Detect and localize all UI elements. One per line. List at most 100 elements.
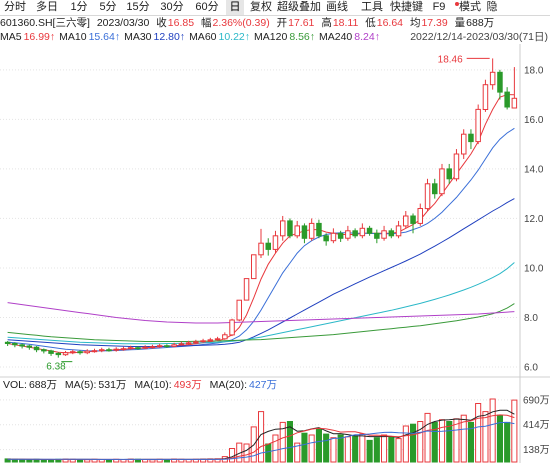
- candle-body: [482, 84, 489, 110]
- vol-legend-value: 531万: [98, 379, 126, 391]
- candle-body: [106, 349, 112, 352]
- candle-body: [149, 346, 156, 349]
- tab-daily[interactable]: 日: [226, 0, 244, 15]
- super-overlay-button[interactable]: 超级叠加: [277, 1, 321, 13]
- close-value: 16.85: [167, 17, 195, 29]
- candle-body: [337, 232, 344, 239]
- tab-multi-day[interactable]: 多日: [36, 1, 58, 13]
- candle-body: [323, 235, 329, 242]
- candle-body: [453, 153, 460, 180]
- tab-60min[interactable]: 60分: [195, 1, 219, 13]
- candle-body: [461, 133, 467, 155]
- candle-body: [4, 341, 11, 344]
- volume-bar: [381, 434, 388, 463]
- candle-body: [178, 343, 185, 346]
- candle-body: [301, 225, 308, 239]
- price-tick-label: 18.0: [524, 65, 544, 76]
- candle-body: [403, 215, 409, 227]
- candle-body: [236, 299, 242, 321]
- volume-bar: [26, 459, 33, 463]
- high-price-label: 18.46: [438, 54, 463, 65]
- volume-bar: [337, 434, 344, 463]
- ma-line-ma30: [7, 198, 515, 347]
- candle-body: [200, 340, 206, 343]
- tab-1min[interactable]: 1分: [70, 1, 88, 13]
- mode-button[interactable]: 模式: [459, 1, 481, 13]
- candle-body: [91, 350, 98, 353]
- candle-body: [280, 220, 286, 237]
- volume-bar: [315, 428, 322, 463]
- volume-ma-line-ma20: [7, 421, 515, 460]
- quote-summary: 601360.SH[三六零] 2023/03/30 收16.85 幅2.36%(…: [0, 16, 498, 30]
- kline-chart-area[interactable]: 6.0 8.0 10.0 12.0 14.0 16.0 18.0 18.46 6.38 VOL: 6…: [0, 44, 550, 463]
- price-tick-label: 16.0: [524, 115, 544, 126]
- f9-button[interactable]: F9: [432, 1, 446, 13]
- vol-legend-value: 493万: [174, 379, 202, 391]
- tab-fenshi[interactable]: 分时: [4, 1, 26, 13]
- volume-value: 688万: [466, 17, 495, 29]
- volume-bar: [511, 399, 518, 463]
- candle-body: [120, 348, 127, 351]
- candle-body: [243, 278, 250, 301]
- candle-body: [410, 215, 416, 224]
- volume-bar: [84, 459, 91, 463]
- draw-line-button[interactable]: 画线: [326, 1, 348, 13]
- candle-body: [113, 348, 119, 351]
- volume-bar: [272, 434, 279, 463]
- volume-bar: [475, 403, 482, 463]
- close-label: 收: [156, 17, 167, 29]
- candle-body: [26, 345, 33, 348]
- ma-legend-ma30: MA30 12.80↑: [124, 31, 185, 43]
- volume-bar: [330, 437, 337, 463]
- price-tick-label: 6.0: [524, 363, 538, 374]
- volume-tick-label: 138万: [523, 445, 550, 456]
- ma-line-ma60: [7, 262, 515, 345]
- volume-bar: [467, 421, 474, 463]
- vol-legend-label: MA(5):: [65, 379, 97, 391]
- candle-body: [446, 168, 452, 180]
- volume-bar: [48, 459, 55, 463]
- candle-body: [214, 338, 221, 341]
- tools-button[interactable]: 工具: [361, 1, 383, 13]
- candle-body: [48, 350, 54, 354]
- volume-bar: [352, 435, 359, 463]
- candle-body: [12, 343, 18, 346]
- candle-body: [185, 342, 192, 345]
- candle-body: [417, 208, 423, 224]
- ma-legend-value: 8.56↑: [289, 31, 315, 43]
- high-label: 高: [321, 17, 332, 29]
- ma-legend-ma5: MA5 16.99↑: [0, 31, 55, 43]
- ma-legend-ma60: MA60 10.22↑: [189, 31, 250, 43]
- candle-body: [222, 334, 228, 340]
- volume-bar: [229, 448, 236, 463]
- candle-body: [207, 339, 214, 342]
- volume-bar: [417, 421, 424, 463]
- candle-body: [287, 220, 293, 237]
- volume-tick-label: 690万: [523, 395, 550, 406]
- candle-body: [127, 347, 134, 350]
- ma-legend-label: MA60: [189, 31, 217, 43]
- tab-5min[interactable]: 5分: [99, 1, 117, 13]
- candle-body: [359, 227, 366, 237]
- volume-bar: [344, 436, 351, 463]
- tab-30min[interactable]: 30分: [160, 1, 184, 13]
- volume-bar: [460, 414, 467, 463]
- volume-bar: [395, 438, 402, 463]
- restore-rights-button[interactable]: 复权: [250, 1, 272, 13]
- candle-body: [475, 108, 481, 143]
- volume-bar: [446, 421, 453, 463]
- volume-bar: [323, 433, 330, 463]
- candle-body: [468, 133, 474, 143]
- hide-button[interactable]: 隐: [486, 1, 498, 13]
- ma-legend-ma10: MA10 15.64↑: [59, 31, 120, 43]
- ma-legend-ma120: MA120 8.56↑: [254, 31, 315, 43]
- ma-legend-label: MA10: [59, 31, 87, 43]
- vol-legend-label: MA(20):: [210, 379, 247, 391]
- shortcut-key-button[interactable]: 快捷键: [390, 1, 423, 13]
- price-tick-label: 8.0: [524, 313, 538, 324]
- volume-bar: [301, 432, 308, 463]
- tab-15min[interactable]: 15分: [126, 1, 150, 13]
- ma-line-ma120: [7, 303, 515, 342]
- candle-body: [345, 230, 351, 239]
